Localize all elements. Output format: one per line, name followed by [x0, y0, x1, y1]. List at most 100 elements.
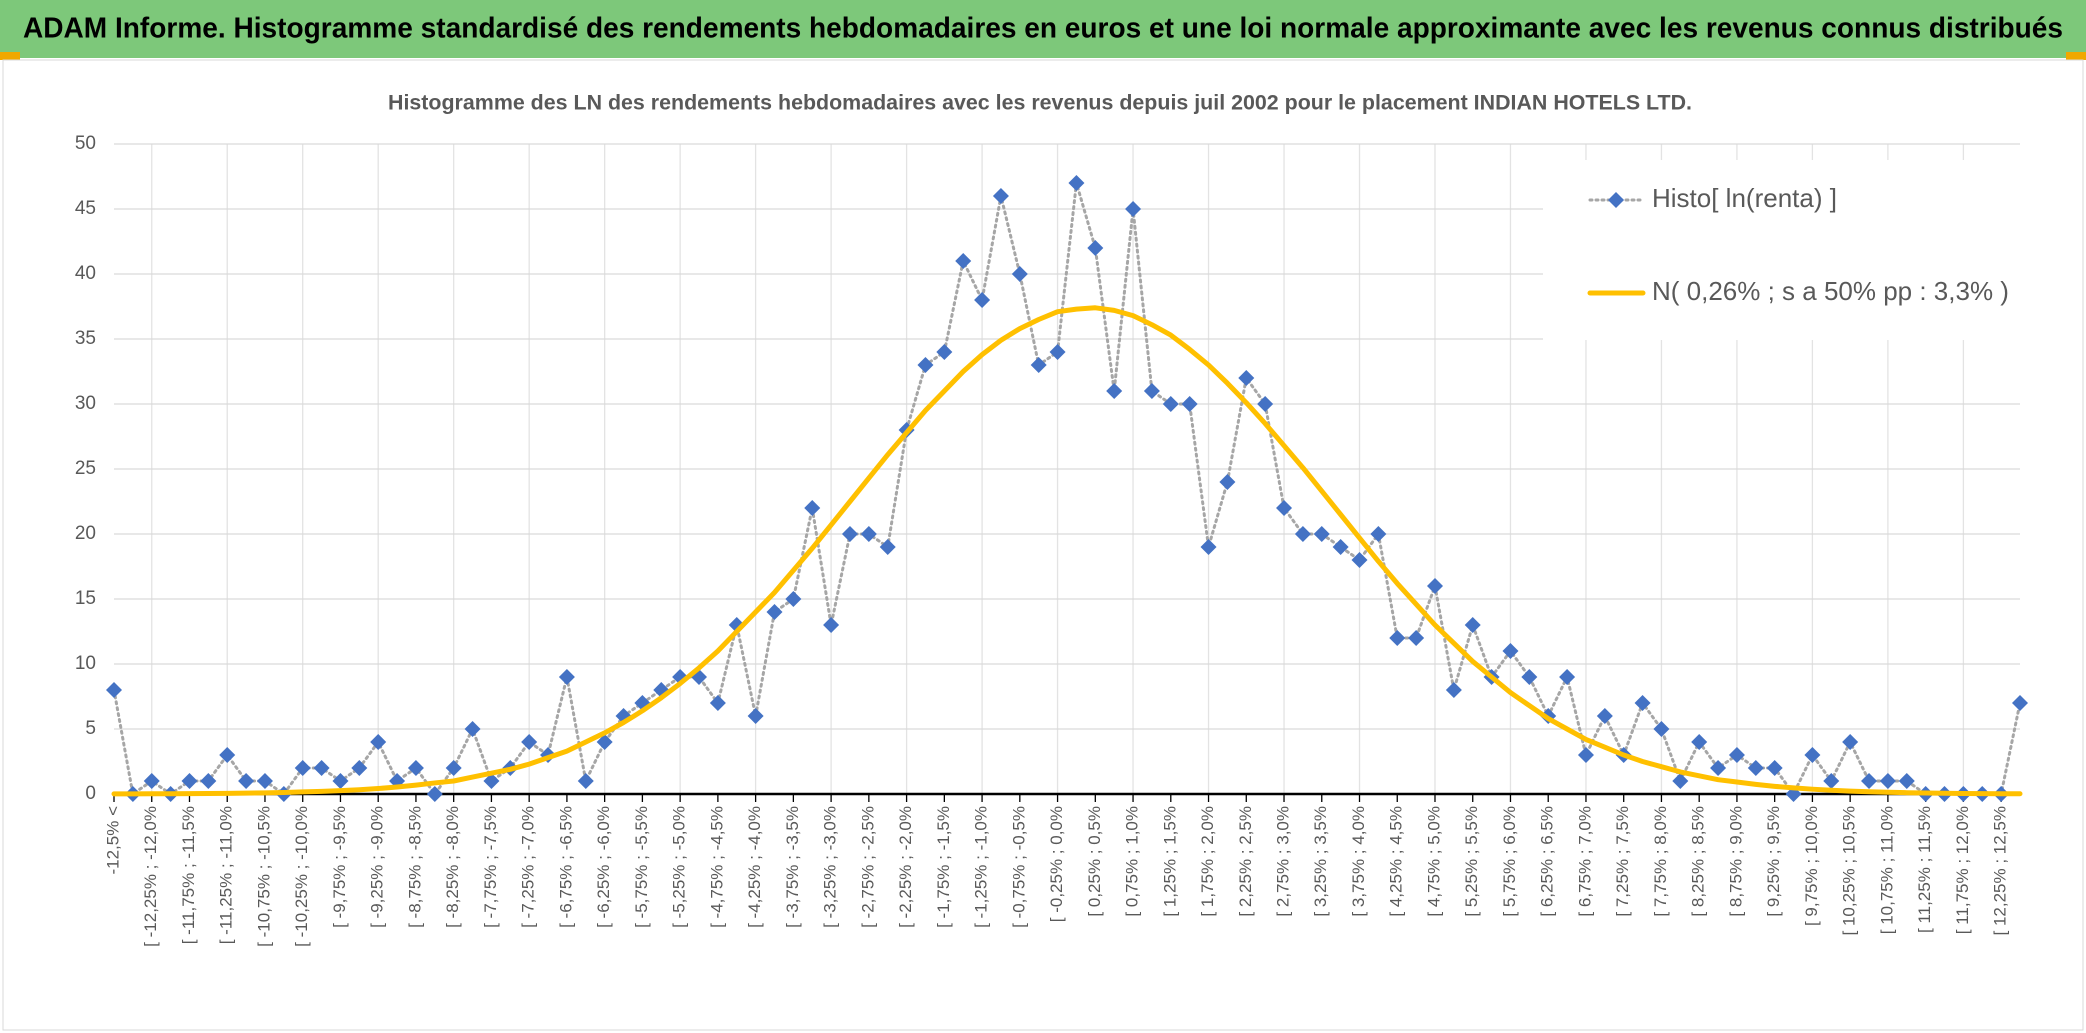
chart-frame — [2, 59, 2084, 1031]
data-point — [445, 760, 462, 776]
data-point — [1502, 643, 1519, 659]
header-bar — [0, 0, 2086, 58]
y-tick-label: 50 — [75, 133, 96, 154]
data-point — [1898, 773, 1915, 789]
data-point — [1710, 760, 1727, 776]
x-tick-label: [ 6,25% ; 6,5% — [1538, 806, 1557, 917]
data-point — [1106, 383, 1123, 399]
x-tick-label: [ 4,75% ; 5,0% — [1424, 806, 1443, 917]
x-tick-label: [ 3,75% ; 4,0% — [1349, 806, 1368, 917]
data-point — [747, 708, 764, 724]
series-line — [111, 305, 2023, 797]
y-tick-label: 30 — [75, 393, 96, 414]
x-tick-label: -12,5% < — [103, 806, 122, 875]
legend-label: N( 0,26% ; s a 50% pp : 3,3% ) — [1652, 276, 2009, 306]
data-point — [370, 734, 387, 750]
x-tick-label: [ -12,25% ; -12,0% — [141, 806, 160, 947]
x-tick-label: [ 2,75% ; 3,0% — [1274, 806, 1293, 917]
x-tick-label: [ -3,25% ; -3,0% — [821, 806, 840, 928]
x-tick-label: [ 12,25% ; 12,5% — [1991, 806, 2010, 935]
x-tick-label: [ 5,25% ; 5,5% — [1462, 806, 1481, 917]
x-tick-label: [ 2,25% ; 2,5% — [1236, 806, 1255, 917]
data-point — [596, 734, 613, 750]
data-point — [1559, 669, 1576, 685]
data-point — [1445, 682, 1462, 698]
x-tick-label: [ 9,75% ; 10,0% — [1802, 806, 1821, 926]
data-point — [766, 604, 783, 620]
x-tick-label: [ -1,25% ; -1,0% — [972, 806, 991, 928]
data-point — [426, 786, 443, 802]
data-point — [1049, 344, 1066, 360]
data-point — [181, 773, 198, 789]
x-tick-label: [ -3,75% ; -3,5% — [783, 806, 802, 928]
data-point — [483, 773, 500, 789]
data-point — [1030, 357, 1047, 373]
chart-title: Histogramme des LN des rendements hebdom… — [388, 92, 1692, 115]
data-point — [1125, 201, 1142, 217]
data-point — [917, 357, 934, 373]
x-tick-label: [ -11,25% ; -11,0% — [217, 806, 236, 944]
data-point — [558, 669, 575, 685]
data-point — [1766, 760, 1783, 776]
data-point — [1804, 747, 1821, 763]
data-point — [1011, 266, 1028, 282]
x-tick-label: [ 4,25% ; 4,5% — [1387, 806, 1406, 917]
x-tick-label: [ -2,75% ; -2,5% — [858, 806, 877, 928]
data-point — [332, 773, 349, 789]
data-point — [1408, 630, 1425, 646]
data-point — [1351, 552, 1368, 568]
data-point — [1294, 526, 1311, 542]
x-tick-label: [ -10,75% ; -10,5% — [254, 806, 273, 947]
x-tick-label: [ 1,25% ; 1,5% — [1160, 806, 1179, 917]
x-tick-label: [ 0,25% ; 0,5% — [1085, 806, 1104, 917]
data-point — [1219, 474, 1236, 490]
x-tick-label: [ 11,75% ; 12,0% — [1953, 806, 1972, 934]
data-point — [1426, 578, 1443, 594]
data-point — [256, 773, 273, 789]
data-point — [1728, 747, 1745, 763]
data-point — [1162, 396, 1179, 412]
x-tick-label: [ 7,25% ; 7,5% — [1613, 806, 1632, 917]
legend-label: Histo[ ln(renta) ] — [1652, 183, 1837, 213]
data-point — [1313, 526, 1330, 542]
data-point — [1577, 747, 1594, 763]
x-tick-label: [ -0,75% ; -0,5% — [1009, 806, 1028, 928]
data-point — [200, 773, 217, 789]
x-tick-label: [ 10,25% ; 10,5% — [1840, 806, 1859, 935]
x-tick-label: [ -5,25% ; -5,0% — [670, 806, 689, 928]
header-title: ADAM Informe. Histogramme standardisé de… — [23, 13, 2063, 45]
data-point — [1596, 708, 1613, 724]
x-tick-label: [ -6,25% ; -6,0% — [594, 806, 613, 928]
y-tick-label: 35 — [75, 328, 96, 349]
data-point — [955, 253, 972, 269]
x-tick-label: [ 8,75% ; 9,0% — [1726, 806, 1745, 917]
data-point — [785, 591, 802, 607]
data-point — [1521, 669, 1538, 685]
x-tick-label: [ -4,75% ; -4,5% — [707, 806, 726, 928]
data-point — [464, 721, 481, 737]
data-point — [1861, 773, 1878, 789]
data-point — [1370, 526, 1387, 542]
data-point — [1823, 773, 1840, 789]
x-tick-label: [ -8,75% ; -8,5% — [405, 806, 424, 928]
legend-box — [1543, 160, 2020, 340]
data-point — [1653, 721, 1670, 737]
x-tick-label: [ -10,25% ; -10,0% — [292, 806, 311, 947]
data-point — [1332, 539, 1349, 555]
x-tick-label: [ -1,75% ; -1,5% — [934, 806, 953, 928]
data-point — [1276, 500, 1293, 516]
data-point — [1672, 773, 1689, 789]
data-point — [238, 773, 255, 789]
data-point — [1879, 773, 1896, 789]
y-tick-label: 40 — [75, 263, 96, 284]
data-point — [1068, 175, 1085, 191]
x-tick-label: [ -5,75% ; -5,5% — [632, 806, 651, 928]
y-tick-label: 0 — [85, 783, 96, 804]
data-point — [143, 773, 160, 789]
data-point — [1634, 695, 1651, 711]
data-point — [1464, 617, 1481, 633]
data-point — [879, 539, 896, 555]
x-tick-label: [ 3,25% ; 3,5% — [1311, 806, 1330, 917]
data-point — [823, 617, 840, 633]
x-tick-label: [ 7,75% ; 8,0% — [1651, 806, 1670, 917]
